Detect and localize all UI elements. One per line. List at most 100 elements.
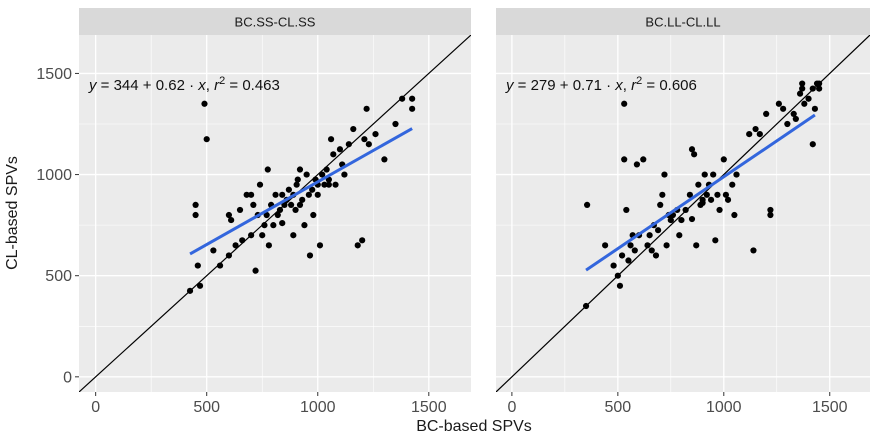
data-point <box>248 191 255 198</box>
data-point <box>306 252 314 259</box>
data-point <box>201 100 208 107</box>
data-point <box>686 191 693 198</box>
data-point <box>323 166 330 173</box>
x-tick-label: 1500 <box>411 399 447 416</box>
data-point <box>359 237 366 244</box>
data-point <box>784 120 791 128</box>
x-tick-label: 500 <box>193 399 220 416</box>
equation-part: x <box>614 77 623 94</box>
data-point <box>228 216 235 224</box>
data-point <box>752 125 759 133</box>
data-point <box>186 287 194 294</box>
data-point <box>625 257 632 264</box>
facet-strip-label: BC.SS-CL.SS <box>235 15 316 30</box>
data-point <box>296 166 304 173</box>
data-point <box>314 191 321 198</box>
data-point <box>688 215 696 223</box>
facet-strip <box>79 8 471 35</box>
data-point <box>602 242 609 249</box>
data-point <box>294 176 301 183</box>
data-point <box>767 206 774 214</box>
data-point <box>248 232 255 239</box>
data-point <box>327 136 335 143</box>
x-tick-label: 0 <box>91 399 100 416</box>
data-point <box>299 196 306 203</box>
equation-exponent: 2 <box>636 75 642 87</box>
data-point <box>279 191 286 198</box>
y-tick-label: 0 <box>63 369 72 386</box>
data-point <box>616 282 624 289</box>
data-point <box>655 227 662 234</box>
data-point <box>716 206 723 214</box>
panel-2: BC.LL-CL.LL y = 279 + 0.71 · x, r2 = 0.60… <box>496 8 870 416</box>
data-point <box>332 181 339 188</box>
data-point <box>243 191 250 198</box>
data-point <box>618 252 626 259</box>
equation-part: = 344 + 0.62 · <box>97 77 199 94</box>
data-point <box>303 171 310 178</box>
data-point <box>330 151 337 158</box>
equation-part: , <box>623 77 631 94</box>
data-point <box>392 120 399 128</box>
data-point <box>350 125 357 133</box>
equation-part: , <box>206 77 214 94</box>
data-point <box>279 220 286 227</box>
data-point <box>225 252 233 259</box>
data-point <box>250 201 257 209</box>
data-point <box>274 211 281 219</box>
x-tick-label: 1000 <box>706 399 742 416</box>
equation-part: = 279 + 0.71 · <box>514 77 616 94</box>
data-point <box>276 206 284 214</box>
x-tick-label: 0 <box>507 399 516 416</box>
data-point <box>310 211 317 219</box>
data-point <box>663 242 670 249</box>
data-point <box>724 196 732 203</box>
data-point <box>265 242 272 249</box>
data-point <box>712 237 719 244</box>
y-tick-label: 1000 <box>36 167 72 184</box>
data-point <box>775 100 782 107</box>
data-point <box>805 95 812 102</box>
y-tick-label: 1500 <box>36 66 72 83</box>
data-point <box>236 206 244 214</box>
equation-part: r <box>214 77 220 94</box>
data-point <box>693 242 700 249</box>
data-point <box>691 151 698 158</box>
equation-part: = 0.463 <box>225 77 280 94</box>
y-axis-title: CL-based SPVs <box>4 156 21 270</box>
data-point <box>252 267 259 274</box>
data-point <box>381 156 388 163</box>
data-point <box>321 181 328 188</box>
data-point <box>354 242 361 249</box>
data-point <box>203 136 210 143</box>
data-point <box>799 80 806 87</box>
data-point <box>192 211 199 219</box>
data-point <box>365 141 372 148</box>
x-axis-title: BC-based SPVs <box>416 418 532 435</box>
data-point <box>305 191 312 198</box>
data-point <box>225 211 233 219</box>
data-point <box>290 232 297 239</box>
data-point <box>239 237 246 244</box>
data-point <box>196 282 204 289</box>
data-point <box>722 191 730 198</box>
data-point <box>644 242 651 249</box>
equation-exponent: 2 <box>219 75 225 87</box>
data-point <box>259 232 266 239</box>
data-point <box>316 242 324 249</box>
identity-line <box>79 35 471 392</box>
data-point <box>263 211 270 219</box>
data-point <box>270 222 277 229</box>
data-point <box>633 161 641 168</box>
equation-part: x <box>197 77 206 94</box>
data-point <box>264 166 271 173</box>
data-point <box>682 206 689 214</box>
data-point <box>652 252 660 259</box>
data-point <box>809 141 816 148</box>
data-point <box>363 105 370 112</box>
data-point <box>816 85 823 92</box>
data-point <box>811 105 819 112</box>
data-point <box>790 110 797 117</box>
data-point <box>614 272 621 279</box>
